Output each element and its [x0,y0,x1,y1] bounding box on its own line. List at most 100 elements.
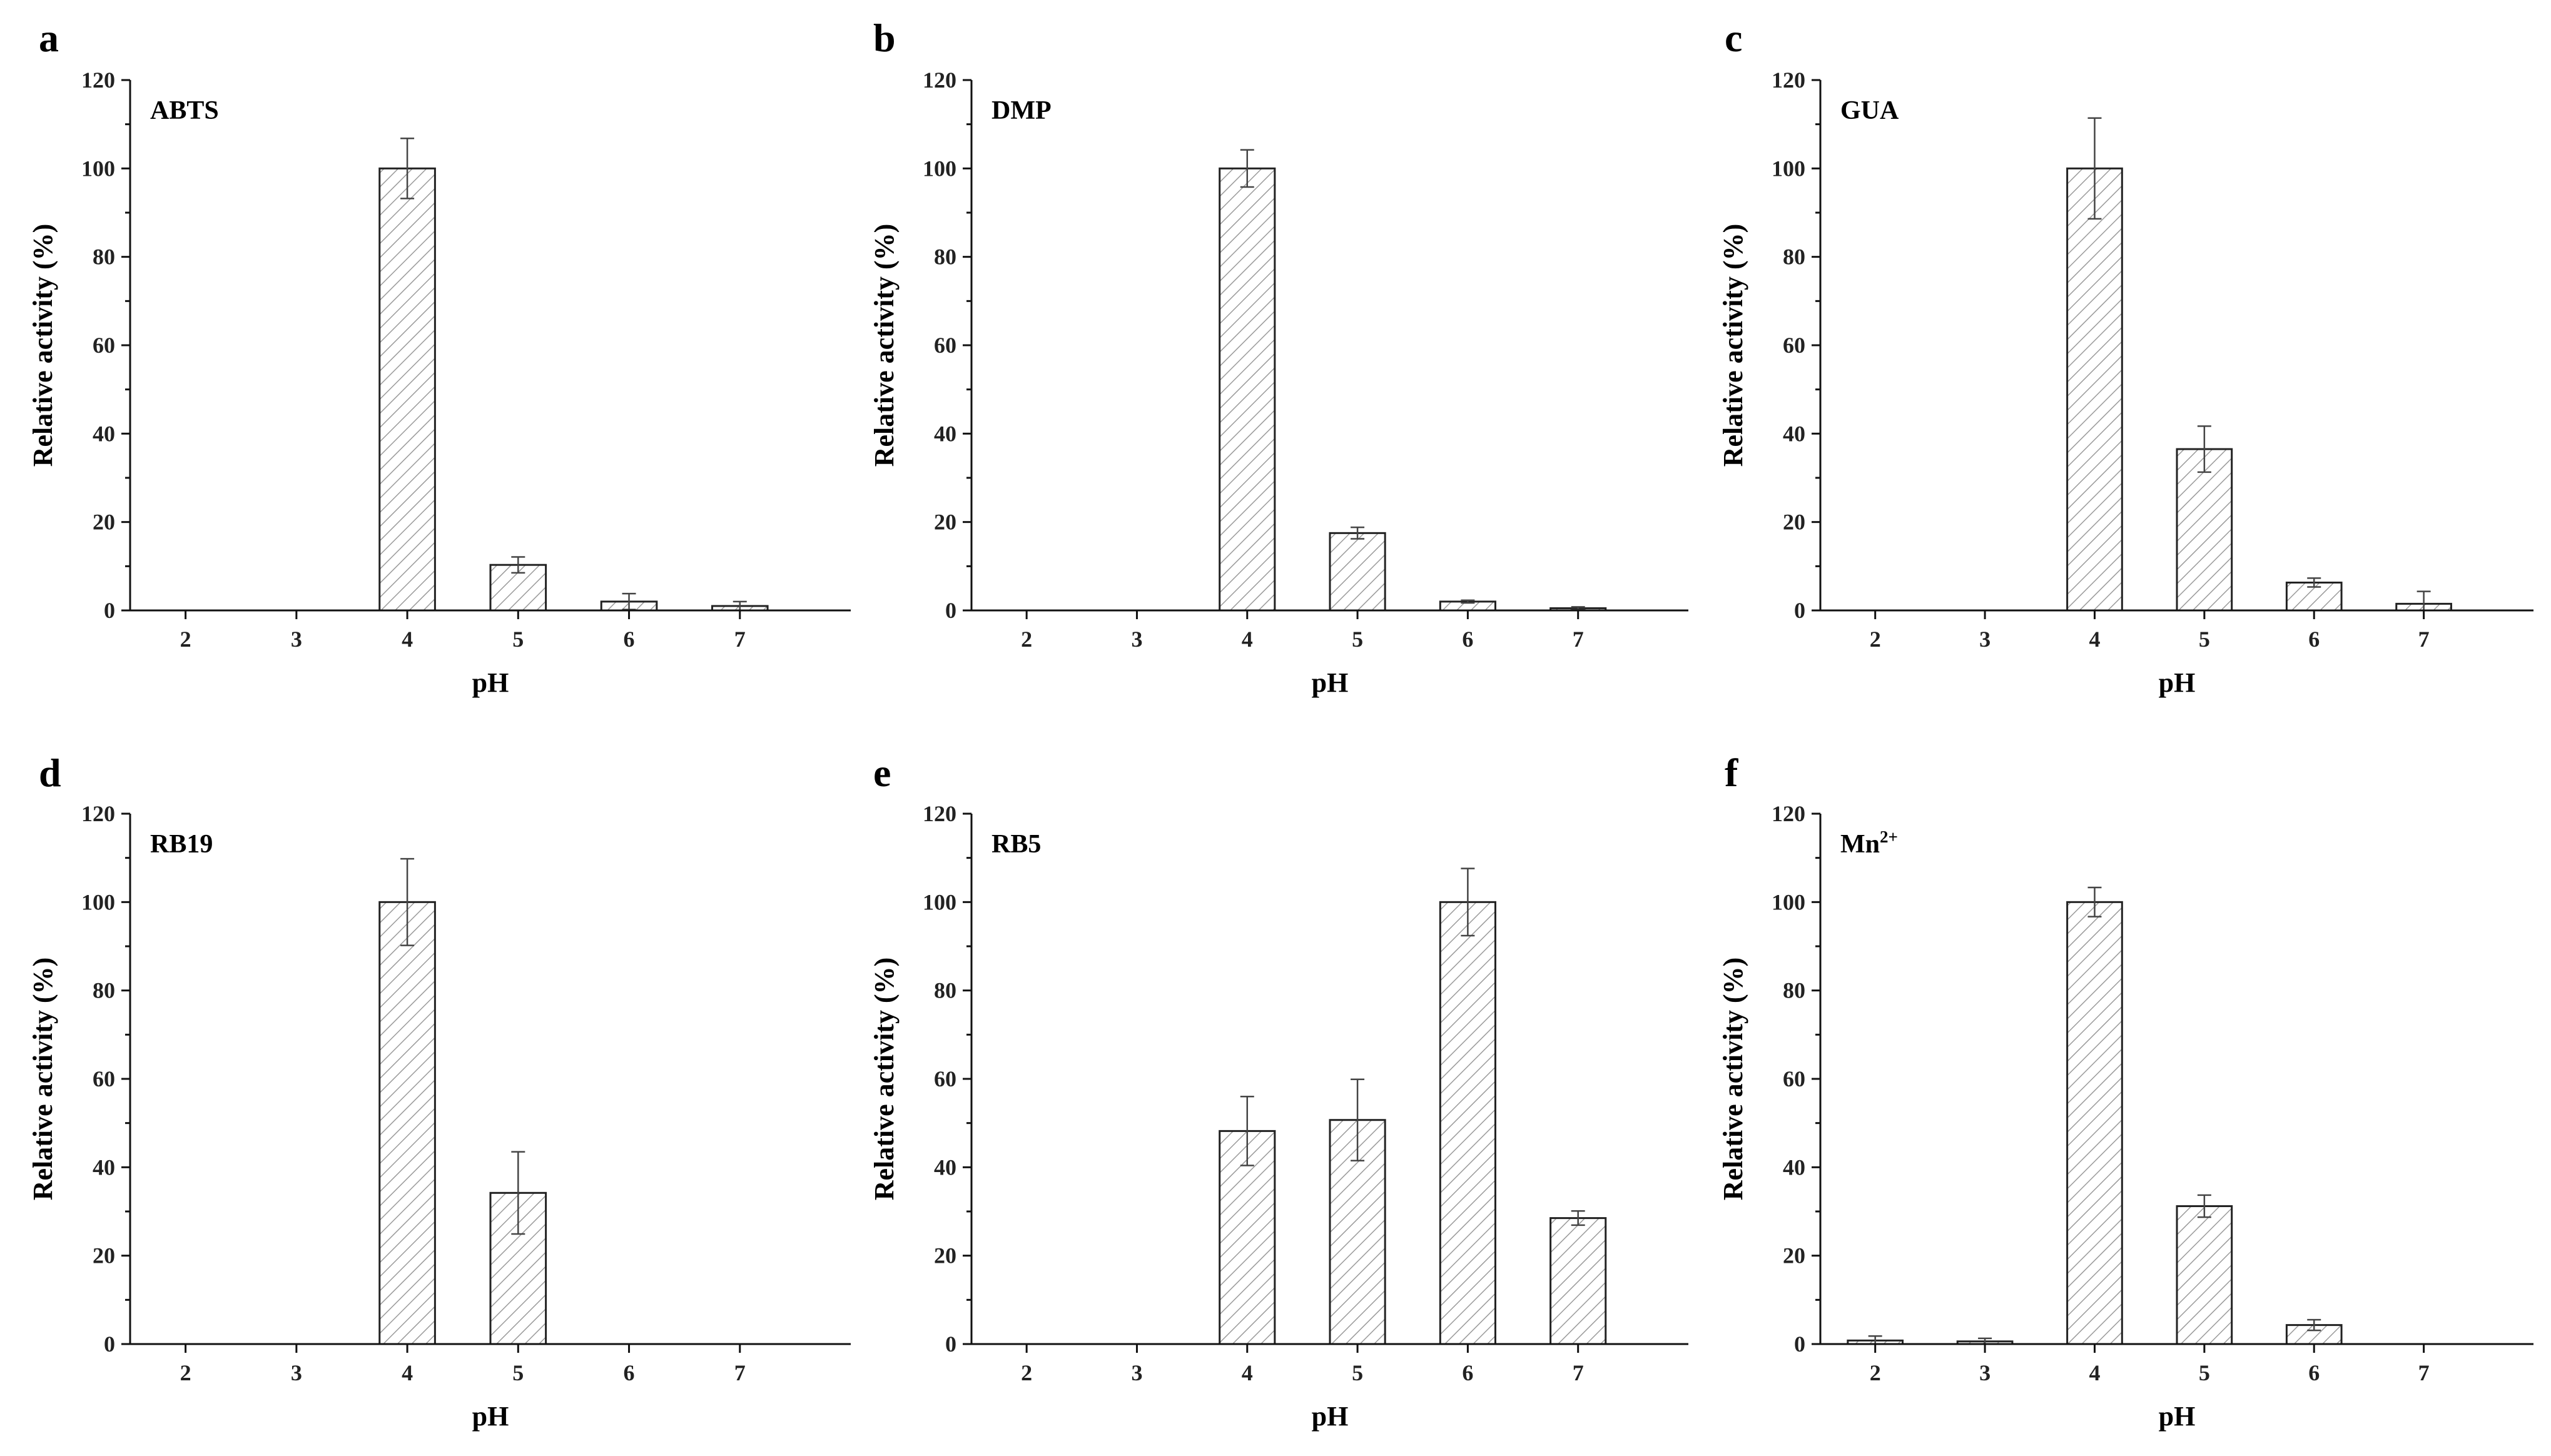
y-axis-title: Relative activity (%) [1718,958,1748,1201]
y-axis-title: Relative activity (%) [869,958,900,1201]
x-tick-label: 2 [1870,627,1881,652]
y-tick-label: 20 [1783,1243,1805,1268]
y-axis-title: Relative activity (%) [28,958,58,1201]
y-tick-label: 100 [1772,889,1805,914]
x-tick-label: 4 [2089,627,2100,652]
substrate-label: Mn2+ [1840,827,1898,859]
y-tick-label: 80 [1783,978,1805,1003]
y-tick-label: 0 [1794,598,1805,623]
y-tick-label: 60 [1783,1066,1805,1091]
x-tick-label: 6 [2308,1360,2320,1385]
y-tick-label: 120 [81,801,115,826]
substrate-label: DMP [991,96,1052,125]
y-tick-label: 40 [934,421,956,446]
x-tick-label: 3 [291,627,302,652]
bar-ph-7 [1549,1217,1607,1345]
substrate-label: GUA [1840,96,1899,125]
x-tick-label: 4 [1242,627,1253,652]
x-axis-title: pH [1312,1401,1349,1432]
substrate-name: Mn [1840,830,1880,859]
panel-letter: d [39,751,61,795]
bar-ph-5 [2176,448,2233,612]
x-tick-label: 4 [1242,1360,1253,1385]
y-tick-label: 100 [81,156,115,181]
y-tick-label: 100 [923,156,956,181]
substrate-name: DMP [991,96,1052,125]
y-axis-title: Relative activity (%) [869,224,900,467]
x-tick-label: 2 [1021,1360,1032,1385]
x-tick-label: 5 [2199,627,2210,652]
bar-ph-6 [1439,901,1496,1345]
x-tick-label: 7 [734,1360,746,1385]
panel-letter: c [1725,16,1742,60]
panel-letter: e [873,751,891,795]
x-tick-label: 2 [1870,1360,1881,1385]
y-tick-label: 20 [1783,510,1805,535]
y-tick-label: 80 [93,978,115,1003]
x-tick-label: 7 [1573,1360,1584,1385]
y-tick-label: 80 [934,245,956,270]
y-tick-label: 20 [934,1243,956,1268]
x-tick-label: 2 [180,1360,191,1385]
substrate-name: RB5 [991,830,1041,859]
bar-ph-4 [378,901,436,1345]
x-axis-title: pH [1312,667,1349,698]
x-tick-label: 7 [1573,627,1584,652]
x-tick-label: 6 [1462,627,1473,652]
y-tick-label: 120 [923,68,956,93]
x-tick-label: 6 [624,627,635,652]
x-tick-label: 3 [291,1360,302,1385]
y-tick-label: 20 [934,510,956,535]
y-tick-label: 120 [1772,68,1805,93]
y-tick-label: 40 [93,1155,115,1180]
y-tick-label: 60 [93,1066,115,1091]
y-tick-label: 40 [934,1155,956,1180]
bar-ph-4 [2066,167,2123,612]
chart-panel-d: d RB19 0 20 40 60 80 100 120 2 3 4 5 6 7 pH Relative act… [28,751,851,1432]
y-tick-label: 60 [934,333,956,358]
bar-ph-5 [2176,1205,2233,1345]
x-tick-label: 3 [1131,1360,1142,1385]
x-tick-label: 4 [2089,1360,2100,1385]
y-tick-label: 0 [945,598,956,623]
x-tick-label: 5 [1352,1360,1363,1385]
substrate-name: ABTS [150,96,219,125]
bar-ph-4 [2066,901,2123,1345]
substrate-label: RB19 [150,830,213,859]
substrate-label: ABTS [150,96,219,125]
chart-panel-a: a ABTS 0 20 40 60 80 100 120 2 3 4 5 6 7 pH Relative act… [28,16,851,698]
x-axis-title: pH [2159,667,2196,698]
bar-ph-4 [1219,167,1276,612]
y-tick-label: 60 [93,333,115,358]
y-tick-label: 0 [104,598,115,623]
y-tick-label: 40 [1783,1155,1805,1180]
x-tick-label: 6 [624,1360,635,1385]
bar-ph-4 [378,167,436,612]
x-axis-title: pH [472,1401,509,1432]
y-axis-title: Relative activity (%) [1718,224,1748,467]
x-tick-label: 6 [2308,627,2320,652]
y-tick-label: 0 [1794,1332,1805,1357]
y-tick-label: 60 [934,1066,956,1091]
x-tick-label: 7 [2418,1360,2430,1385]
y-tick-label: 80 [93,245,115,270]
x-tick-label: 3 [1979,627,1991,652]
y-tick-label: 80 [1783,245,1805,270]
bar-ph-5 [1329,532,1386,612]
x-tick-label: 4 [402,1360,413,1385]
chart-panel-f: f Mn2+ 0 20 40 60 80 100 120 2 3 4 5 6 7 pH Relative act… [1718,751,2533,1432]
substrate-name: RB19 [150,830,213,859]
y-tick-label: 120 [923,801,956,826]
x-tick-label: 5 [512,627,524,652]
x-axis-title: pH [472,667,509,698]
panel-letter: b [873,16,896,60]
x-tick-label: 3 [1131,627,1142,652]
y-tick-label: 0 [945,1332,956,1357]
panel-letter: f [1725,751,1738,795]
x-tick-label: 4 [402,627,413,652]
x-tick-label: 2 [180,627,191,652]
substrate-label: RB5 [991,830,1041,859]
y-tick-label: 80 [934,978,956,1003]
bar-ph-4 [1219,1130,1276,1345]
substrate-superscript: 2+ [1880,827,1898,846]
